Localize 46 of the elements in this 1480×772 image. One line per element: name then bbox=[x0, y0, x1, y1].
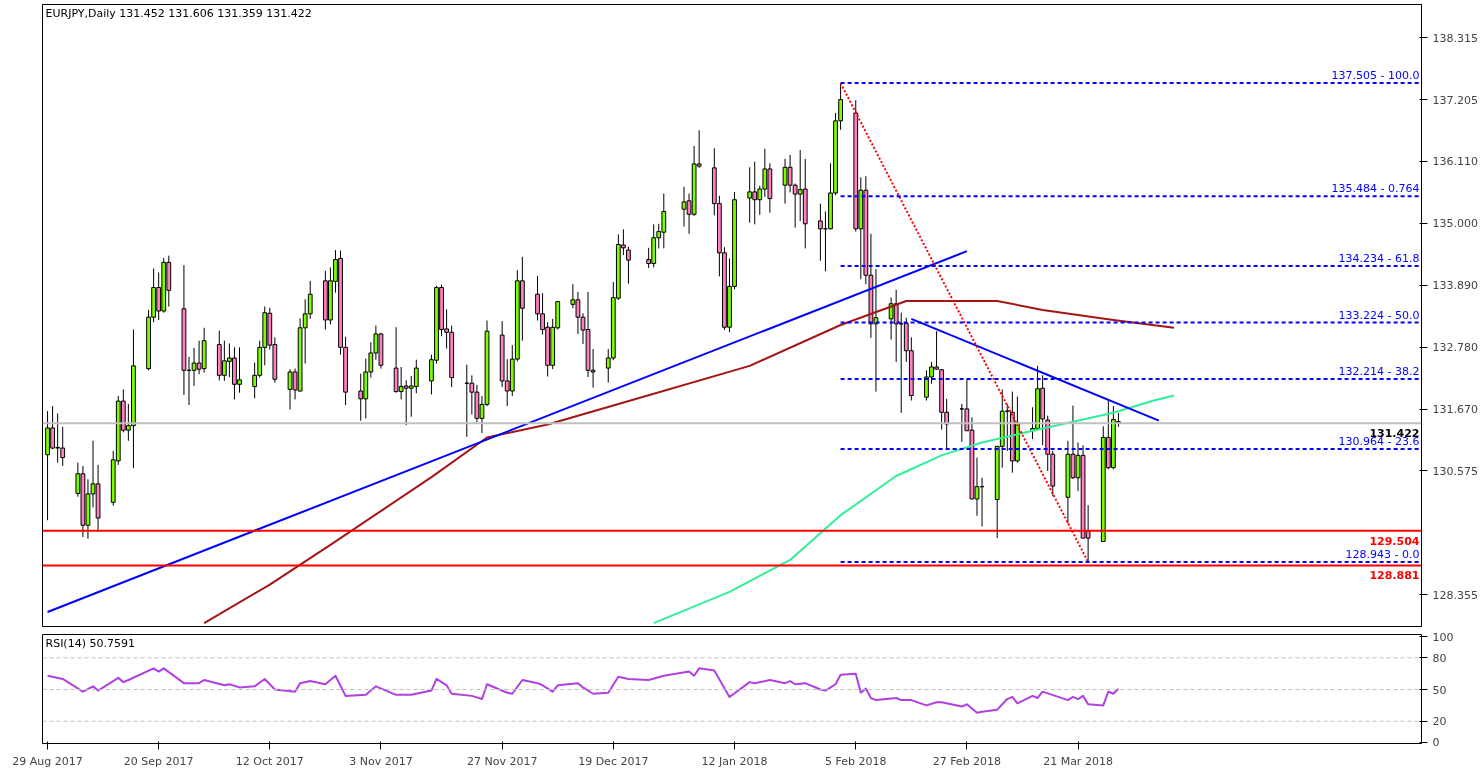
y-tick-label: 128.355 bbox=[1432, 588, 1478, 602]
x-tick-label: 12 Oct 2017 bbox=[235, 754, 304, 768]
candlestick bbox=[1004, 403, 1010, 452]
candlestick bbox=[747, 166, 753, 224]
series-label: 137.505 - 100.0 bbox=[1331, 69, 1420, 83]
x-tick-label: 27 Nov 2017 bbox=[466, 754, 538, 768]
candlestick bbox=[469, 374, 475, 416]
candlestick bbox=[413, 359, 419, 394]
ref-line-label: 128.881 bbox=[1369, 569, 1420, 583]
y-tick-label: 136.110 bbox=[1432, 155, 1478, 169]
chart-title: EURJPY,Daily 131.452 131.606 131.359 131.422 bbox=[45, 6, 312, 20]
x-tick-label: 20 Sep 2017 bbox=[123, 754, 194, 768]
x-tick-label: 5 Feb 2018 bbox=[825, 754, 887, 768]
y-tick-label: 131.670 bbox=[1432, 403, 1478, 417]
y-tick-label: 138.315 bbox=[1432, 31, 1478, 45]
y-tick-label: 80 bbox=[1432, 651, 1447, 665]
candlestick bbox=[358, 373, 364, 422]
chart-title: RSI(14) 50.7591 bbox=[45, 636, 135, 650]
series-label: 134.234 - 61.8 bbox=[1338, 252, 1420, 266]
series-label: 132.214 - 38.2 bbox=[1338, 365, 1420, 379]
x-tick-label: 27 Feb 2018 bbox=[932, 754, 1002, 768]
candlestick bbox=[818, 203, 823, 262]
y-tick-label: 137.205 bbox=[1432, 93, 1478, 107]
y-tick-label: 0 bbox=[1432, 736, 1440, 750]
candlestick bbox=[959, 403, 965, 443]
x-tick-label: 21 Mar 2018 bbox=[1043, 754, 1113, 768]
y-tick-label: 135.000 bbox=[1432, 217, 1478, 231]
y-tick-label: 133.890 bbox=[1432, 279, 1478, 293]
y-tick-label: 130.575 bbox=[1432, 464, 1478, 478]
ref-line-label: 129.504 bbox=[1369, 534, 1420, 548]
x-tick-label: 19 Dec 2017 bbox=[578, 754, 649, 768]
series-label: 133.224 - 50.0 bbox=[1338, 308, 1420, 322]
candlestick bbox=[626, 246, 631, 285]
series-label: 135.484 - 0.764 bbox=[1331, 182, 1420, 196]
y-tick-label: 132.780 bbox=[1432, 341, 1478, 355]
y-tick-label: 50 bbox=[1432, 683, 1447, 697]
x-tick-label: 3 Nov 2017 bbox=[349, 754, 413, 768]
series-label: 128.943 - 0.0 bbox=[1345, 548, 1420, 562]
candlestick bbox=[893, 289, 899, 363]
y-tick-label: 20 bbox=[1432, 715, 1447, 729]
x-tick-label: 12 Jan 2018 bbox=[701, 754, 768, 768]
line-series bbox=[203, 299, 1175, 625]
y-tick-label: 100 bbox=[1432, 630, 1454, 644]
line-series bbox=[652, 394, 1175, 625]
x-tick-label: 29 Aug 2017 bbox=[12, 754, 83, 768]
line-series bbox=[46, 667, 1120, 714]
